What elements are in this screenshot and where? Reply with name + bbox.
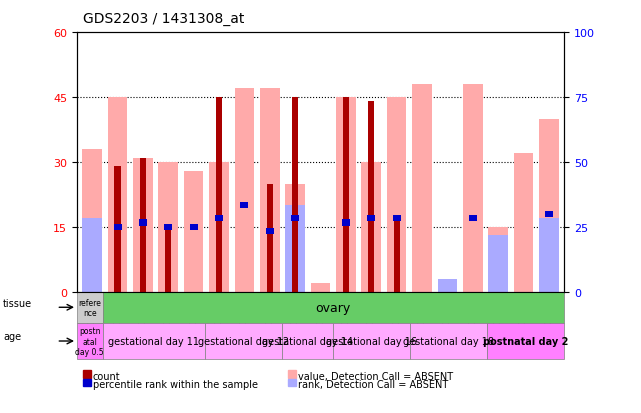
FancyBboxPatch shape: [487, 323, 564, 359]
Text: postnatal day 2: postnatal day 2: [483, 336, 569, 346]
Bar: [292, 98, 298, 292]
Text: gestational day 18: gestational day 18: [403, 336, 494, 346]
Text: postn
atal
day 0.5: postn atal day 0.5: [76, 326, 104, 356]
Text: GDS2203 / 1431308_at: GDS2203 / 1431308_at: [83, 12, 245, 26]
Bar: [216, 98, 222, 292]
Bar: [83, 150, 102, 292]
Bar: [260, 89, 279, 292]
Bar: [367, 216, 375, 222]
Text: gestational day 11: gestational day 11: [108, 336, 199, 346]
Bar: [83, 218, 102, 292]
Bar: [412, 85, 432, 292]
Bar: [215, 216, 223, 222]
FancyBboxPatch shape: [333, 323, 410, 359]
Bar: [165, 227, 171, 292]
Bar: [113, 224, 122, 230]
Bar: [267, 184, 273, 292]
Text: percentile rank within the sample: percentile rank within the sample: [93, 379, 258, 389]
Text: rank, Detection Call = ABSENT: rank, Detection Call = ABSENT: [298, 379, 448, 389]
Bar: [209, 162, 229, 292]
Bar: [539, 119, 558, 292]
Bar: [362, 162, 381, 292]
Bar: [368, 102, 374, 292]
Bar: [291, 216, 299, 222]
Bar: [164, 224, 172, 230]
Bar: [438, 279, 457, 292]
Text: age: age: [3, 332, 21, 342]
Bar: [488, 227, 508, 292]
Bar: [114, 167, 121, 292]
FancyBboxPatch shape: [205, 323, 282, 359]
Bar: [266, 228, 274, 235]
Bar: [285, 206, 305, 292]
Text: tissue: tissue: [3, 299, 32, 309]
Bar: [158, 162, 178, 292]
FancyBboxPatch shape: [410, 323, 487, 359]
Bar: [539, 218, 558, 292]
Text: gestational day 14: gestational day 14: [262, 336, 353, 346]
Bar: [342, 220, 350, 226]
Bar: [387, 98, 406, 292]
Bar: [133, 158, 153, 292]
Bar: [184, 171, 203, 292]
Bar: [393, 216, 401, 222]
Bar: [545, 211, 553, 218]
FancyBboxPatch shape: [77, 323, 103, 359]
Text: count: count: [93, 371, 121, 381]
Text: refere
nce: refere nce: [78, 298, 101, 317]
Bar: [240, 202, 248, 209]
Text: gestational day 16: gestational day 16: [326, 336, 417, 346]
Bar: [235, 89, 254, 292]
Text: gestational day 12: gestational day 12: [198, 336, 289, 346]
Bar: [140, 158, 146, 292]
FancyBboxPatch shape: [103, 323, 205, 359]
Bar: [311, 283, 330, 292]
FancyBboxPatch shape: [77, 292, 103, 323]
Text: value, Detection Call = ABSENT: value, Detection Call = ABSENT: [298, 371, 453, 381]
FancyBboxPatch shape: [103, 292, 564, 323]
Bar: [190, 224, 197, 230]
FancyBboxPatch shape: [282, 323, 333, 359]
Bar: [336, 98, 356, 292]
Text: ovary: ovary: [316, 301, 351, 314]
Bar: [285, 184, 305, 292]
Bar: [513, 154, 533, 292]
Bar: [139, 220, 147, 226]
Bar: [343, 98, 349, 292]
Bar: [394, 218, 400, 292]
Bar: [469, 216, 477, 222]
Bar: [463, 85, 483, 292]
Bar: [108, 98, 128, 292]
Bar: [488, 236, 508, 292]
